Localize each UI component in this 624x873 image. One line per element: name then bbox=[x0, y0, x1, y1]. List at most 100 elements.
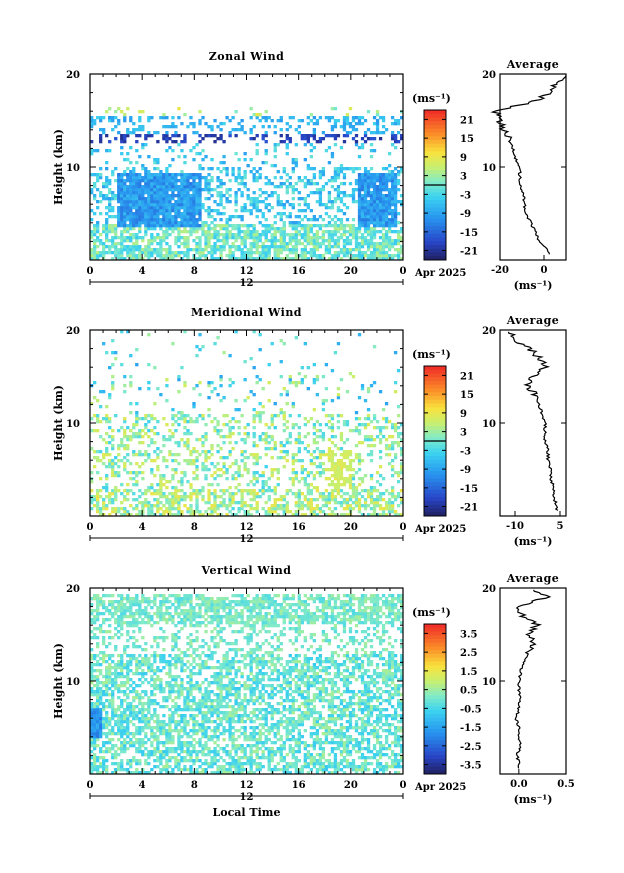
heatmap-cell bbox=[279, 441, 283, 445]
heatmap-cell bbox=[180, 176, 184, 180]
heatmap-cell bbox=[150, 239, 154, 243]
heatmap-cell bbox=[384, 504, 389, 508]
heatmap-cell bbox=[291, 462, 295, 466]
heatmap-cell bbox=[90, 750, 94, 754]
heatmap-cell bbox=[117, 254, 121, 258]
heatmap-cell bbox=[327, 248, 332, 252]
heatmap-cell bbox=[171, 215, 175, 219]
heatmap-cell bbox=[264, 233, 268, 237]
heatmap-cell bbox=[195, 251, 199, 255]
heatmap-cell bbox=[267, 209, 271, 213]
heatmap-cell bbox=[354, 486, 359, 490]
heatmap-cell bbox=[168, 254, 172, 258]
heatmap-cell bbox=[210, 444, 214, 448]
heatmap-cell bbox=[213, 477, 217, 481]
heatmap-cell bbox=[267, 257, 271, 261]
heatmap-cell bbox=[291, 233, 295, 237]
heatmap-cell bbox=[240, 414, 244, 418]
heatmap-cell bbox=[189, 498, 193, 502]
heatmap-cell bbox=[117, 654, 121, 658]
heatmap-cell bbox=[117, 684, 121, 688]
heatmap-cell bbox=[357, 504, 362, 508]
heatmap-cell bbox=[231, 173, 235, 177]
heatmap-cell bbox=[132, 194, 136, 198]
heatmap-cell bbox=[126, 606, 130, 610]
heatmap-cell bbox=[111, 116, 115, 120]
heatmap-cell bbox=[276, 414, 280, 418]
heatmap-cell bbox=[387, 191, 392, 195]
heatmap-cell bbox=[393, 230, 398, 234]
heatmap-cell bbox=[297, 224, 301, 228]
heatmap-cell bbox=[189, 507, 193, 511]
heatmap-cell bbox=[342, 191, 347, 195]
heatmap-cell bbox=[378, 465, 383, 469]
heatmap-cell bbox=[375, 495, 380, 499]
heatmap-cell bbox=[315, 375, 320, 379]
heatmap-cell bbox=[93, 248, 97, 252]
heatmap-cell bbox=[330, 414, 335, 418]
heatmap-cell bbox=[126, 714, 130, 718]
heatmap-cell bbox=[390, 170, 395, 174]
heatmap-cell bbox=[207, 498, 211, 502]
heatmap-cell bbox=[321, 471, 326, 475]
heatmap-cell bbox=[228, 131, 232, 135]
heatmap-cell bbox=[216, 185, 220, 189]
heatmap-cell bbox=[111, 762, 115, 766]
heatmap-cell bbox=[282, 507, 286, 511]
heatmap-cell bbox=[156, 194, 160, 198]
heatmap-cell bbox=[255, 176, 259, 180]
heatmap-cell bbox=[222, 155, 226, 159]
heatmap-cell bbox=[129, 612, 133, 616]
heatmap-cell bbox=[150, 134, 154, 138]
heatmap-cell bbox=[132, 615, 136, 619]
heatmap-cell bbox=[216, 444, 220, 448]
heatmap-cell bbox=[195, 194, 199, 198]
heatmap-cell bbox=[258, 333, 262, 337]
heatmap-cell bbox=[369, 176, 374, 180]
heatmap-cell bbox=[114, 723, 118, 727]
heatmap-cell bbox=[162, 417, 166, 421]
heatmap-cell bbox=[99, 723, 103, 727]
heatmap-cell bbox=[111, 708, 115, 712]
heatmap-cell bbox=[159, 236, 163, 240]
heatmap-cell bbox=[96, 200, 100, 204]
heatmap-cell bbox=[366, 173, 371, 177]
heatmap-cell bbox=[336, 239, 341, 243]
heatmap-cell bbox=[135, 176, 139, 180]
heatmap-cell bbox=[300, 197, 304, 201]
heatmap-cell bbox=[120, 666, 124, 670]
heatmap-cell bbox=[264, 227, 268, 231]
heatmap-cell bbox=[363, 182, 368, 186]
heatmap-cell bbox=[96, 179, 100, 183]
heatmap-cell bbox=[366, 188, 371, 192]
heatmap-cell bbox=[273, 176, 277, 180]
heatmap-cell bbox=[114, 714, 118, 718]
heatmap-cell bbox=[93, 753, 97, 757]
heatmap-cell bbox=[354, 444, 359, 448]
heatmap-cell bbox=[99, 717, 103, 721]
heatmap-cell bbox=[249, 513, 253, 517]
heatmap-cell bbox=[366, 245, 371, 249]
heatmap-cell bbox=[150, 236, 154, 240]
heatmap-cell bbox=[294, 182, 298, 186]
heatmap-cell bbox=[297, 480, 301, 484]
average-frame bbox=[499, 329, 567, 517]
heatmap-cell bbox=[219, 257, 223, 261]
heatmap-cell bbox=[147, 131, 151, 135]
heatmap-cell bbox=[396, 441, 401, 445]
heatmap-cell bbox=[105, 609, 109, 613]
colorbar-swatch bbox=[424, 237, 446, 242]
heatmap-cell bbox=[399, 423, 404, 427]
heatmap-cell bbox=[255, 152, 259, 156]
heatmap-cell bbox=[396, 414, 401, 418]
heatmap-cell bbox=[105, 167, 109, 171]
heatmap-cell bbox=[123, 137, 127, 141]
heatmap-cell bbox=[267, 248, 271, 252]
heatmap-cell bbox=[345, 504, 350, 508]
heatmap-cell bbox=[207, 251, 211, 255]
heatmap-cell bbox=[330, 152, 335, 156]
heatmap-cell bbox=[243, 176, 247, 180]
heatmap-cell bbox=[369, 477, 374, 481]
heatmap-cell bbox=[330, 206, 335, 210]
heatmap-cell bbox=[183, 197, 187, 201]
